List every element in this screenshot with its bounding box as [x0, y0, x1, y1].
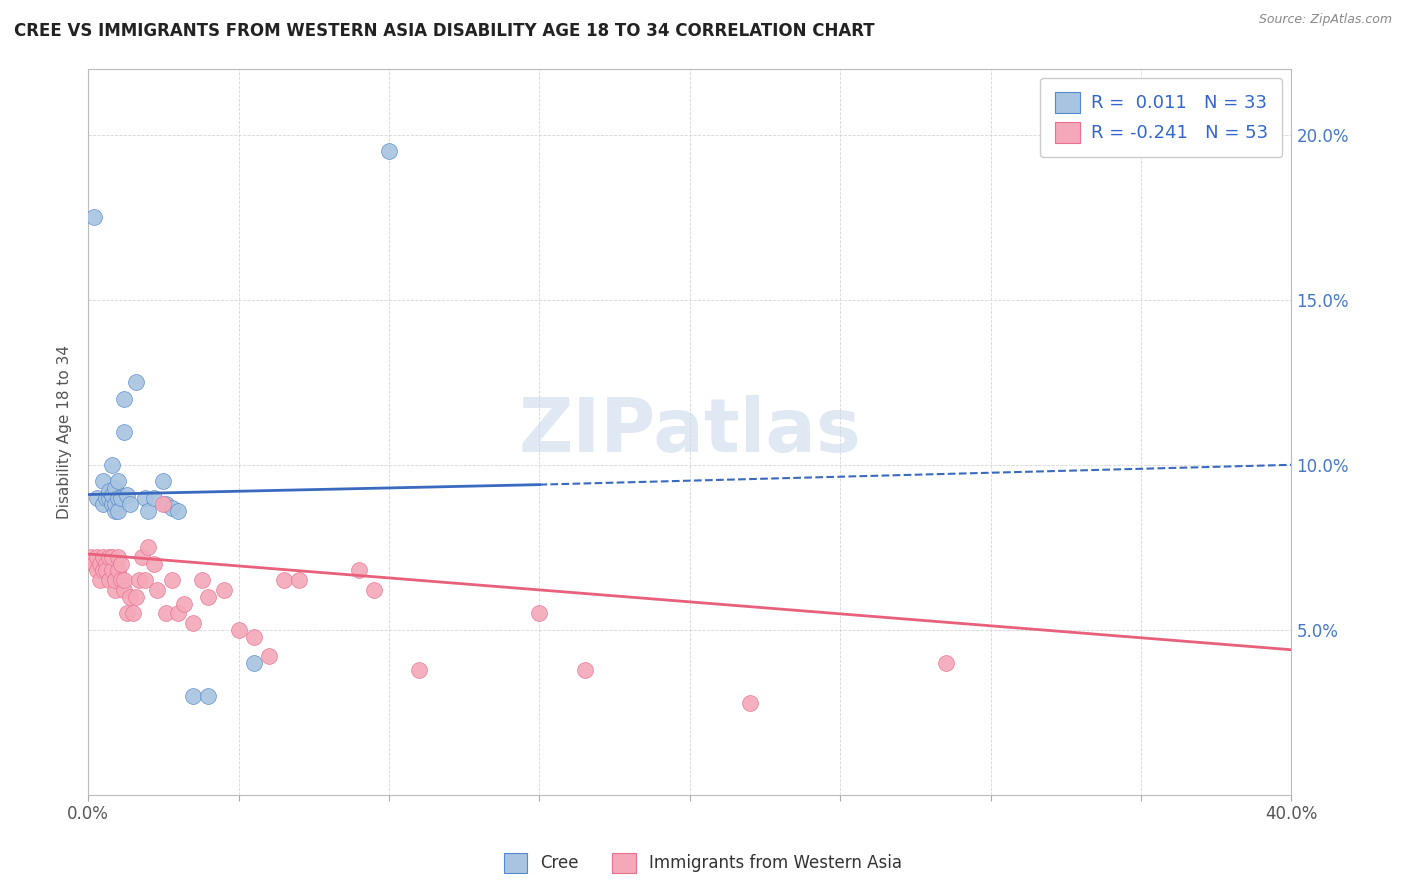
- Y-axis label: Disability Age 18 to 34: Disability Age 18 to 34: [58, 345, 72, 519]
- Point: [83, 557, 105, 571]
- Point: [112, 574, 135, 588]
- Point: [125, 590, 148, 604]
- Point: [212, 583, 235, 598]
- Point: [89, 557, 111, 571]
- Point: [112, 583, 135, 598]
- Point: [86, 550, 108, 565]
- Point: [101, 487, 124, 501]
- Point: [89, 574, 111, 588]
- Point: [83, 210, 105, 224]
- Point: [107, 504, 129, 518]
- Point: [117, 487, 139, 501]
- Point: [136, 541, 159, 555]
- Point: [378, 144, 401, 158]
- Point: [117, 607, 139, 621]
- Point: [80, 550, 103, 565]
- Point: [183, 616, 205, 631]
- Point: [86, 564, 108, 578]
- Point: [183, 689, 205, 703]
- Point: [162, 574, 184, 588]
- Point: [104, 583, 127, 598]
- Point: [122, 607, 145, 621]
- Text: ZIPatlas: ZIPatlas: [519, 395, 860, 468]
- Point: [197, 689, 219, 703]
- Point: [134, 491, 156, 505]
- Point: [112, 425, 135, 439]
- Point: [110, 491, 132, 505]
- Point: [91, 498, 114, 512]
- Point: [155, 607, 177, 621]
- Point: [91, 550, 114, 565]
- Point: [152, 498, 174, 512]
- Point: [191, 574, 214, 588]
- Point: [273, 574, 295, 588]
- Point: [529, 607, 551, 621]
- Point: [167, 607, 190, 621]
- Point: [242, 656, 264, 670]
- Point: [107, 564, 129, 578]
- Point: [98, 491, 121, 505]
- Point: [167, 504, 190, 518]
- Point: [363, 583, 385, 598]
- Point: [152, 475, 174, 489]
- Point: [107, 475, 129, 489]
- Legend: R =  0.011   N = 33, R = -0.241   N = 53: R = 0.011 N = 33, R = -0.241 N = 53: [1040, 78, 1282, 157]
- Point: [934, 656, 956, 670]
- Point: [242, 630, 264, 644]
- Point: [738, 696, 761, 710]
- Point: [143, 491, 166, 505]
- Point: [287, 574, 309, 588]
- Point: [104, 498, 127, 512]
- Point: [101, 550, 124, 565]
- Point: [110, 574, 132, 588]
- Point: [96, 564, 118, 578]
- Point: [257, 649, 280, 664]
- Point: [101, 498, 124, 512]
- Point: [125, 376, 148, 390]
- Point: [120, 498, 142, 512]
- Point: [96, 557, 118, 571]
- Point: [136, 504, 159, 518]
- Point: [228, 623, 250, 637]
- Point: [146, 583, 169, 598]
- Point: [112, 392, 135, 406]
- Point: [91, 564, 114, 578]
- Text: Source: ZipAtlas.com: Source: ZipAtlas.com: [1258, 13, 1392, 27]
- Point: [104, 504, 127, 518]
- Point: [173, 597, 195, 611]
- Point: [96, 491, 118, 505]
- Point: [110, 557, 132, 571]
- Point: [107, 550, 129, 565]
- Legend: Cree, Immigrants from Western Asia: Cree, Immigrants from Western Asia: [498, 847, 908, 880]
- Point: [86, 491, 108, 505]
- Point: [408, 663, 430, 677]
- Point: [143, 557, 166, 571]
- Point: [101, 458, 124, 472]
- Point: [98, 550, 121, 565]
- Point: [107, 491, 129, 505]
- Point: [98, 574, 121, 588]
- Point: [91, 475, 114, 489]
- Text: CREE VS IMMIGRANTS FROM WESTERN ASIA DISABILITY AGE 18 TO 34 CORRELATION CHART: CREE VS IMMIGRANTS FROM WESTERN ASIA DIS…: [14, 22, 875, 40]
- Point: [197, 590, 219, 604]
- Point: [120, 590, 142, 604]
- Point: [347, 564, 370, 578]
- Point: [574, 663, 596, 677]
- Point: [104, 481, 127, 495]
- Point: [131, 550, 153, 565]
- Point: [162, 500, 184, 515]
- Point: [134, 574, 156, 588]
- Point: [98, 484, 121, 499]
- Point: [128, 574, 150, 588]
- Point: [104, 574, 127, 588]
- Point: [155, 498, 177, 512]
- Point: [101, 564, 124, 578]
